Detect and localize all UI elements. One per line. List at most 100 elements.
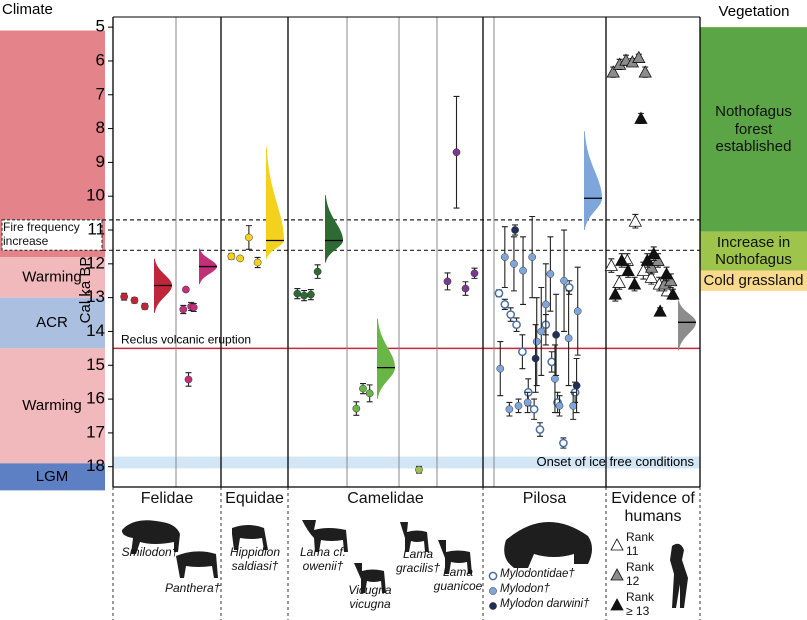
climate-label: Warming [22,397,81,414]
climate-title: Climate [2,1,53,18]
data-point [640,253,655,266]
data-point [632,50,646,63]
legend-label: Mylodon darwini† [500,598,590,610]
density [377,318,395,399]
climate-band [0,30,105,258]
climate-label: Warming [22,268,81,285]
data-point [494,288,504,298]
data-point [179,305,188,314]
species-label: Hippidion saldiasi† [229,545,281,573]
y-tick-label: 14 [86,321,105,340]
data-point [529,404,539,414]
data-point [511,226,519,234]
data-point [552,330,560,339]
vegetation-band [700,231,807,271]
data-point [443,277,452,286]
data-point [547,357,557,367]
legend-label: Rank 11 [626,530,655,558]
species-label: Panthera† [165,581,221,595]
data-point [307,290,315,299]
fire-box [1,219,103,251]
legend-label: Mylodontidae† [500,568,575,580]
data-point [659,267,674,280]
y-tick-label: 5 [96,17,105,36]
data-point [627,277,642,290]
vegetation-title: Vegetation [719,3,790,20]
ice-free-label: Onset of ice free conditions [536,454,694,469]
data-point [452,148,461,157]
data-point [647,246,661,260]
data-point [184,375,193,384]
data-point [541,300,550,309]
data-point [470,269,479,278]
legend-label: Rank 12 [626,560,655,588]
data-point [523,398,532,407]
y-tick-label: 18 [86,456,105,475]
data-point [505,405,514,414]
data-point [604,258,619,271]
group-label: Equidae [225,490,284,507]
data-point [564,334,573,343]
data-point [531,354,540,363]
data-point [189,303,198,312]
legend-marker [488,571,498,581]
data-point [615,253,629,266]
data-point [528,253,537,261]
data-point [519,266,527,275]
y-tick-label: 17 [86,422,105,441]
data-point [612,275,627,288]
legend-marker [610,598,624,611]
climate-label: ACR [36,314,68,331]
y-tick-label: 10 [86,186,105,205]
vegetation-band [700,27,807,232]
data-point [628,214,643,227]
species-label: Smilodon† [121,545,179,559]
data-point [634,111,648,124]
legend-marker [489,602,497,610]
data-point [359,384,367,393]
density [266,147,284,259]
species-label: Lama guanicoe [433,565,483,593]
data-point [518,347,527,357]
data-point [500,300,510,309]
climate-label: LGM [36,468,69,485]
data-point [535,425,545,434]
data-point [227,252,236,261]
group-label: Felidae [140,490,194,507]
data-point [253,258,262,267]
data-point [666,287,680,300]
data-point [514,401,523,410]
data-point [644,270,659,283]
data-point [573,307,582,316]
data-point [606,65,620,78]
data-point [608,287,623,300]
density [678,300,696,351]
y-axis-label: Cal ka BP [77,257,94,324]
vegetation-label: Nothofagus forest established [715,103,792,155]
species-label: Lama gracilis† [395,547,440,575]
data-point [564,283,574,292]
data-point [537,327,546,336]
silhouettes [121,520,688,608]
eruption-label: Reclus volcanic eruption [121,333,251,347]
data-point [182,285,190,294]
data-point [120,292,129,301]
data-point [560,276,568,285]
y-tick-label: 8 [96,118,105,137]
legend-label: Rank ≥ 13 [626,590,655,618]
y-tick-label: 12 [86,253,105,272]
density [584,131,602,231]
data-point [621,263,635,276]
legend-marker [489,587,497,595]
data-point [140,302,149,311]
group-label: Pilosa [522,490,567,507]
data-point [555,401,564,410]
y-tick-label: 15 [86,355,105,374]
legend-label: Mylodon† [500,583,550,595]
data-point [415,465,423,474]
climate-band [0,297,105,349]
y-tick-label: 7 [96,84,105,103]
data-point [352,404,361,413]
data-point [506,310,516,319]
